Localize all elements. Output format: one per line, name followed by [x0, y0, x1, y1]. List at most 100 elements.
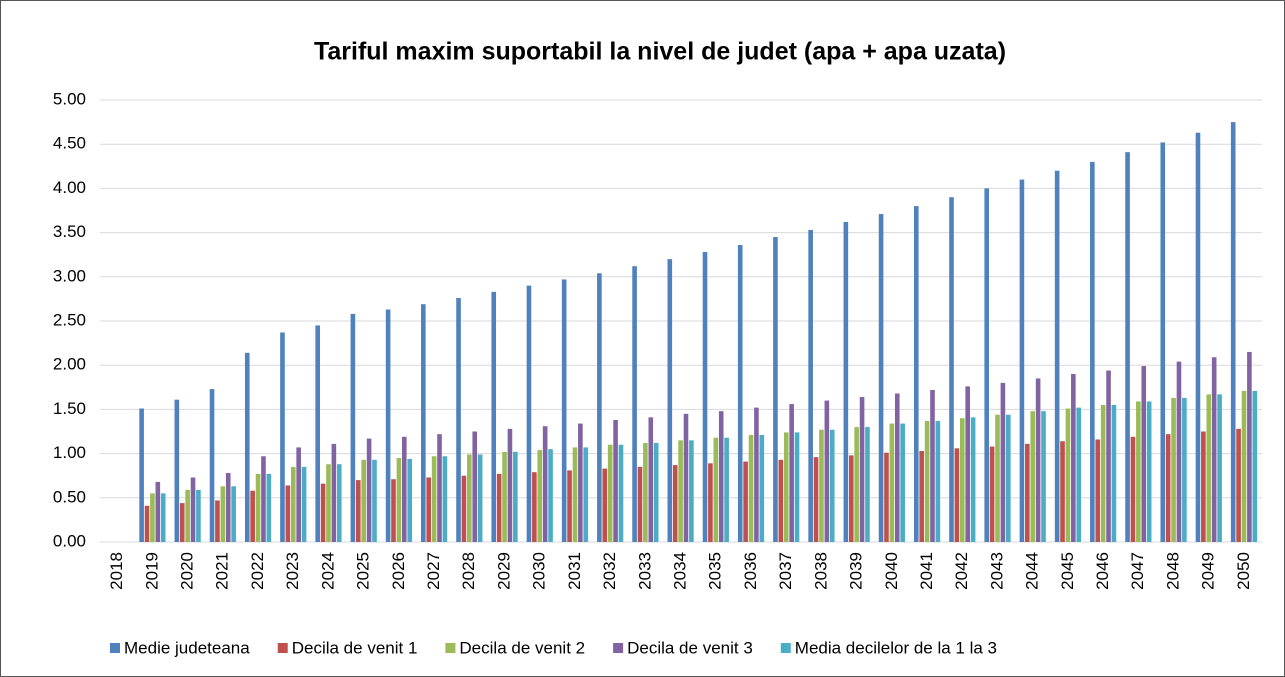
x-tick-label: 2019 — [142, 552, 161, 590]
x-tick-label: 2036 — [741, 552, 760, 590]
bar — [385, 309, 391, 542]
bar — [477, 454, 483, 542]
bar — [1076, 407, 1082, 542]
x-tick-label: 2050 — [1234, 552, 1253, 590]
legend-label: Decila de venit 3 — [627, 638, 753, 657]
bar — [190, 477, 196, 542]
bar — [754, 407, 759, 542]
bar — [266, 473, 272, 542]
bar — [859, 397, 865, 542]
bar — [824, 400, 830, 542]
bar — [280, 332, 285, 542]
y-tick-label: 4.00 — [53, 178, 86, 197]
bar — [954, 448, 960, 542]
x-tick-label: 2042 — [952, 552, 971, 590]
bar — [970, 417, 976, 542]
bar — [1247, 351, 1252, 542]
bar — [613, 420, 618, 542]
bar — [1041, 411, 1046, 542]
bar — [174, 399, 180, 542]
bar — [542, 426, 548, 542]
bar — [683, 413, 689, 542]
bar — [789, 404, 794, 542]
bar — [653, 442, 659, 542]
bar — [884, 452, 889, 542]
bar — [913, 206, 919, 542]
x-tick-label: 2038 — [811, 552, 830, 590]
bar — [678, 440, 683, 542]
bar — [250, 490, 255, 542]
bar — [185, 489, 190, 542]
y-tick-label: 2.50 — [53, 310, 86, 329]
legend-swatch — [613, 643, 624, 653]
bar — [391, 479, 396, 542]
bar — [220, 486, 226, 542]
bar — [1236, 428, 1241, 542]
y-tick-label: 1.00 — [53, 443, 86, 462]
bar — [1241, 390, 1247, 542]
x-tick-label: 2023 — [283, 552, 302, 590]
x-tick-label: 2025 — [354, 552, 373, 590]
bar — [179, 503, 185, 542]
bar — [1176, 361, 1182, 542]
bar — [301, 466, 307, 542]
legend-swatch — [277, 643, 288, 653]
x-tick-label: 2044 — [1023, 552, 1042, 590]
bar — [1000, 382, 1006, 542]
bar — [285, 485, 291, 542]
bar — [702, 252, 708, 542]
bar — [737, 244, 743, 542]
bar — [773, 237, 778, 542]
bar — [336, 464, 342, 542]
bar — [1195, 132, 1201, 542]
bar — [366, 438, 372, 542]
bar — [215, 500, 220, 542]
bar — [461, 475, 467, 542]
bar — [548, 449, 553, 542]
bar — [949, 197, 954, 543]
bar — [1146, 401, 1152, 542]
bar — [1141, 366, 1147, 542]
bar — [402, 436, 407, 542]
bar — [1019, 179, 1025, 542]
bar — [602, 468, 608, 542]
y-tick-label: 3.50 — [53, 222, 86, 241]
bar — [783, 432, 789, 542]
x-tick-label: 2047 — [1128, 552, 1147, 590]
x-tick-label: 2021 — [213, 552, 232, 590]
bar — [160, 493, 166, 542]
bar — [1160, 142, 1166, 542]
x-tick-label: 2024 — [318, 552, 337, 590]
bar — [1065, 408, 1071, 542]
x-tick-label: 2018 — [107, 552, 126, 590]
bar — [1111, 404, 1117, 542]
x-tick-label: 2035 — [706, 552, 725, 590]
bar — [467, 454, 472, 542]
x-tick-label: 2022 — [248, 552, 267, 590]
x-tick-label: 2029 — [494, 552, 513, 590]
y-tick-label: 0.00 — [53, 531, 86, 550]
x-tick-label: 2043 — [987, 552, 1006, 590]
bar — [513, 451, 518, 542]
bar — [743, 461, 748, 542]
bar — [372, 459, 377, 542]
bar — [900, 423, 905, 542]
bar — [813, 457, 819, 542]
bar — [667, 259, 673, 542]
bar — [724, 437, 729, 542]
y-tick-label: 3.00 — [53, 266, 86, 285]
bar — [959, 418, 965, 542]
bar — [1252, 390, 1258, 542]
x-tick-label: 2028 — [459, 552, 478, 590]
bar — [431, 456, 437, 542]
bar — [1106, 370, 1111, 542]
bar — [361, 459, 366, 542]
bar — [1182, 397, 1187, 542]
bar — [689, 440, 694, 542]
bar — [1136, 401, 1141, 542]
bar — [865, 427, 870, 542]
y-tick-label: 1.50 — [53, 399, 86, 418]
bar — [672, 465, 678, 542]
bar — [829, 429, 835, 542]
bar — [456, 298, 461, 542]
